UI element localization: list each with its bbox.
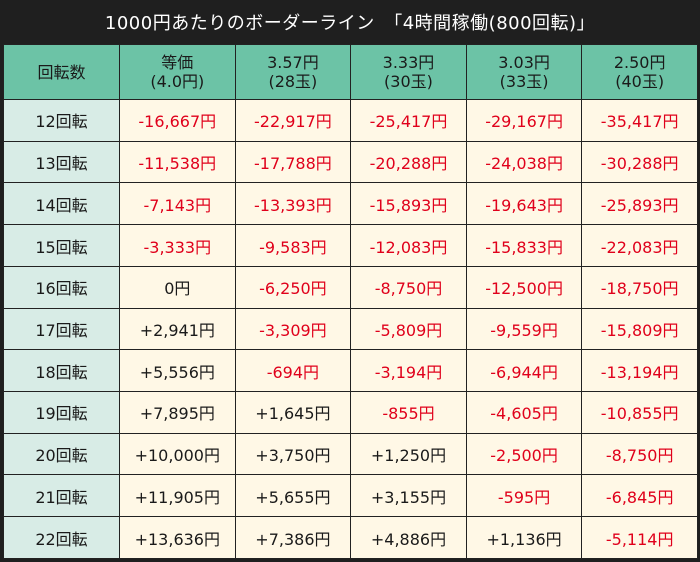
table-row: 14回転 -7,143円 -13,393円 -15,893円 -19,643円 -25,8… [3, 182, 698, 226]
column-header-rate: 2.50円 [613, 53, 666, 72]
table-cell-value: -9,559円 [465, 307, 583, 351]
table-row: 12回転 -16,667円 -22,917円 -25,417円 -29,167円 -35,… [3, 99, 698, 142]
column-header-balls: (33玉) [499, 72, 549, 91]
row-label-spins: 14回転 [3, 182, 120, 226]
row-label-spins: 17回転 [3, 307, 120, 351]
table-row: 17回転 +2,941円 -3,309円 -5,809円 -9,559円 -15,809円 [3, 307, 698, 351]
table-cell-value: -20,288円 [350, 140, 467, 184]
table-cell-value: -694円 [234, 349, 352, 393]
row-label-spins: 21回転 [3, 474, 120, 518]
table-cell-value: -35,417円 [581, 99, 698, 142]
table-cell-value: +10,000円 [119, 432, 236, 476]
table-cell-value: +2,941円 [119, 307, 236, 351]
row-label-spins: 22回転 [3, 516, 120, 559]
table-cell-value: +4,886円 [350, 516, 467, 559]
column-header-balls: (40玉) [615, 72, 665, 91]
column-header-rate: 3.57円 [267, 53, 319, 72]
table-cell-value: -6,845円 [581, 474, 698, 518]
table-cell-value: -6,944円 [465, 349, 583, 393]
table-cell-value: +1,645円 [234, 391, 352, 434]
column-header-rate: 等価 [161, 53, 194, 72]
table-cell-value: -12,083円 [350, 224, 467, 267]
table-cell-value: -8,750円 [581, 432, 698, 476]
table-cell-value: -15,809円 [581, 307, 698, 351]
table-cell-value: -12,500円 [465, 265, 583, 309]
table-cell-value: -29,167円 [465, 99, 583, 142]
table-row: 15回転 -3,333円 -9,583円 -12,083円 -15,833円 -22,08… [3, 224, 698, 267]
table-row: 19回転 +7,895円 +1,645円 -855円 -4,605円 -10,855円 [3, 391, 698, 434]
table-cell-value: -18,750円 [581, 265, 698, 309]
table-cell-value: -4,605円 [465, 391, 583, 434]
row-label-spins: 12回転 [3, 99, 120, 142]
table-row: 16回転 0円 -6,250円 -8,750円 -12,500円 -18,750円 [3, 265, 698, 309]
row-label-spins: 15回転 [3, 224, 120, 267]
table-cell-value: -24,038円 [465, 140, 583, 184]
table-cell-value: -25,417円 [350, 99, 467, 142]
row-label-spins: 16回転 [3, 265, 120, 309]
table-row: 22回転 +13,636円 +7,386円 +4,886円 +1,136円 -5,114円 [3, 516, 698, 559]
table-cell-value: -17,788円 [234, 140, 352, 184]
row-label-spins: 20回転 [3, 432, 120, 476]
table-cell-value: +1,250円 [350, 432, 467, 476]
table-cell-value: +5,556円 [119, 349, 236, 393]
table-cell-value: -16,667円 [119, 99, 236, 142]
table-cell-value: -6,250円 [234, 265, 352, 309]
column-header-balls: (28玉) [268, 72, 318, 91]
column-header: 3.03円 (33玉) [465, 44, 583, 100]
table-cell-value: -13,194円 [581, 349, 698, 393]
column-header-rate: 3.33円 [382, 53, 435, 72]
table-cell-value: -15,893円 [350, 182, 467, 226]
header-corner: 回転数 [3, 44, 120, 100]
table-cell-value: -3,194円 [350, 349, 467, 393]
table-cell-value: +3,155円 [350, 474, 467, 518]
table-row: 21回転 +11,905円 +5,655円 +3,155円 -595円 -6,845円 [3, 474, 698, 518]
header-row: 回転数 等価 (4.0円) 3.57円 (28玉) 3.33円 (30玉) 3.… [3, 44, 698, 100]
table-cell-value: -10,855円 [581, 391, 698, 434]
table-row: 20回転 +10,000円 +3,750円 +1,250円 -2,500円 -8,750円 [3, 432, 698, 476]
table-cell-value: -9,583円 [234, 224, 352, 267]
table-cell-value: -11,538円 [119, 140, 236, 184]
column-header: 3.57円 (28玉) [234, 44, 352, 100]
column-header-balls: (4.0円) [150, 72, 205, 91]
column-header-rate: 3.03円 [498, 53, 550, 72]
row-label-spins: 18回転 [3, 349, 120, 393]
table-cell-value: -595円 [465, 474, 583, 518]
table-cell-value: -8,750円 [350, 265, 467, 309]
table-cell-value: -19,643円 [465, 182, 583, 226]
table-body: 12回転 -16,667円 -22,917円 -25,417円 -29,167円 -35,… [3, 99, 698, 559]
column-header-balls: (30玉) [384, 72, 433, 91]
table-cell-value: +7,386円 [234, 516, 352, 559]
table-cell-value: +11,905円 [119, 474, 236, 518]
row-label-spins: 13回転 [3, 140, 120, 184]
table-cell-value: +3,750円 [234, 432, 352, 476]
column-header: 2.50円 (40玉) [581, 44, 698, 100]
table-cell-value: -25,893円 [581, 182, 698, 226]
table-cell-value: -22,917円 [234, 99, 352, 142]
row-label-spins: 19回転 [3, 391, 120, 434]
table-cell-value: -30,288円 [581, 140, 698, 184]
table-cell-value: -22,083円 [581, 224, 698, 267]
column-header: 等価 (4.0円) [119, 44, 236, 100]
table-cell-value: +13,636円 [119, 516, 236, 559]
table-row: 13回転 -11,538円 -17,788円 -20,288円 -24,038円 -30,… [3, 140, 698, 184]
table-cell-value: +1,136円 [465, 516, 583, 559]
table-cell-value: +7,895円 [119, 391, 236, 434]
table-row: 18回転 +5,556円 -694円 -3,194円 -6,944円 -13,194円 [3, 349, 698, 393]
table-cell-value: -15,833円 [465, 224, 583, 267]
table-cell-value: +5,655円 [234, 474, 352, 518]
table-cell-value: -5,809円 [350, 307, 467, 351]
column-header: 3.33円 (30玉) [350, 44, 467, 100]
table-cell-value: -5,114円 [581, 516, 698, 559]
table-cell-value: -3,333円 [119, 224, 236, 267]
page-title: 1000円あたりのボーダーライン 「4時間稼働(800回転)」 [0, 0, 700, 44]
table-cell-value: -2,500円 [465, 432, 583, 476]
table-cell-value: 0円 [119, 265, 236, 309]
table-cell-value: -855円 [350, 391, 467, 434]
table-cell-value: -7,143円 [119, 182, 236, 226]
table-cell-value: -13,393円 [234, 182, 352, 226]
border-line-table: 回転数 等価 (4.0円) 3.57円 (28玉) 3.33円 (30玉) 3.… [3, 44, 698, 559]
table-cell-value: -3,309円 [234, 307, 352, 351]
